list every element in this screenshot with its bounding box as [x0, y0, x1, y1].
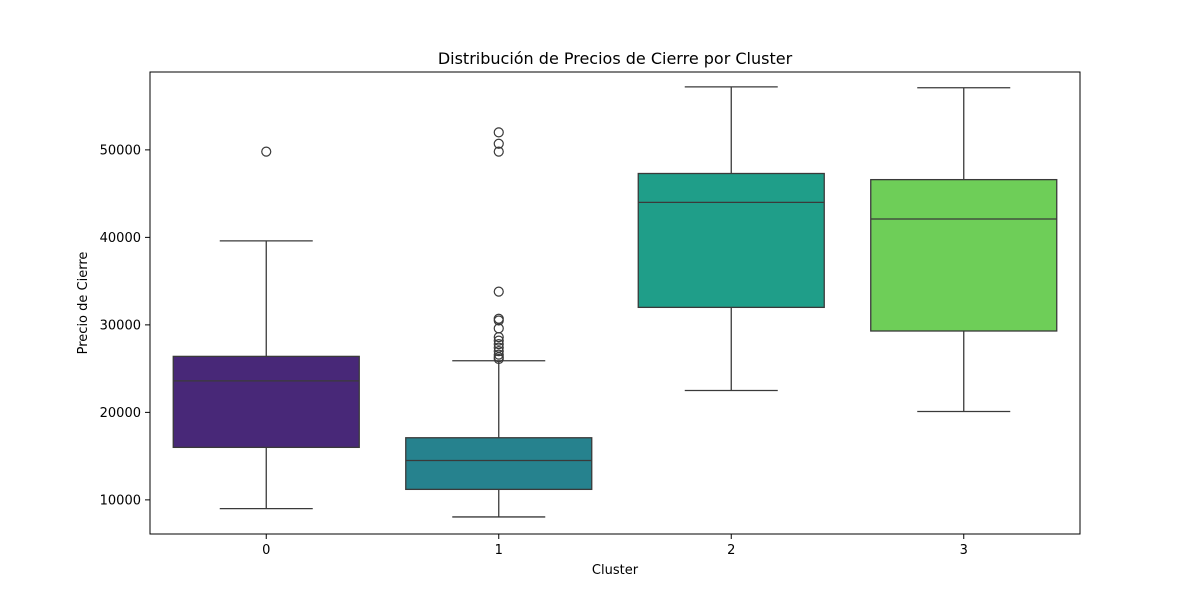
x-tick-label: 2 — [727, 543, 735, 558]
y-tick-label: 50000 — [100, 143, 141, 158]
outlier-point — [493, 286, 504, 297]
x-tick-label: 1 — [495, 543, 503, 558]
x-axis-title: Cluster — [592, 563, 639, 578]
outlier-point — [493, 313, 504, 324]
outlier-point — [493, 339, 504, 350]
outlier-point — [493, 335, 504, 346]
outlier-point — [493, 138, 504, 149]
y-tick-label: 20000 — [100, 406, 141, 421]
y-axis-title: Precio de Cierre — [76, 252, 91, 355]
outlier-point — [493, 342, 504, 353]
box-iqr — [870, 178, 1058, 332]
outlier-point — [493, 146, 504, 157]
plot-frame — [149, 71, 1081, 535]
box-group-1 — [405, 127, 593, 518]
box-group-3 — [870, 87, 1058, 413]
box-iqr — [172, 355, 360, 449]
y-tick-label: 40000 — [100, 231, 141, 246]
outlier-point — [493, 346, 504, 357]
y-tick-label: 30000 — [100, 318, 141, 333]
y-tick-label: 10000 — [100, 493, 141, 508]
x-tick-label: 3 — [960, 543, 968, 558]
x-axis: 0 1 2 3 — [262, 534, 968, 558]
outlier-point — [493, 349, 504, 360]
outlier-point — [493, 323, 504, 334]
chart-title: Distribución de Precios de Cierre por Cl… — [438, 49, 793, 68]
y-axis: 10000 20000 30000 40000 50000 — [100, 143, 150, 508]
box-group-2 — [637, 86, 825, 392]
x-tick-label: 0 — [262, 543, 270, 558]
outlier-point — [493, 352, 504, 363]
outlier-point — [261, 146, 272, 157]
boxes-layer — [172, 86, 1058, 518]
box-iqr — [405, 437, 593, 491]
box-iqr — [637, 172, 825, 309]
outlier-point — [493, 127, 504, 138]
box-group-0 — [172, 146, 360, 510]
